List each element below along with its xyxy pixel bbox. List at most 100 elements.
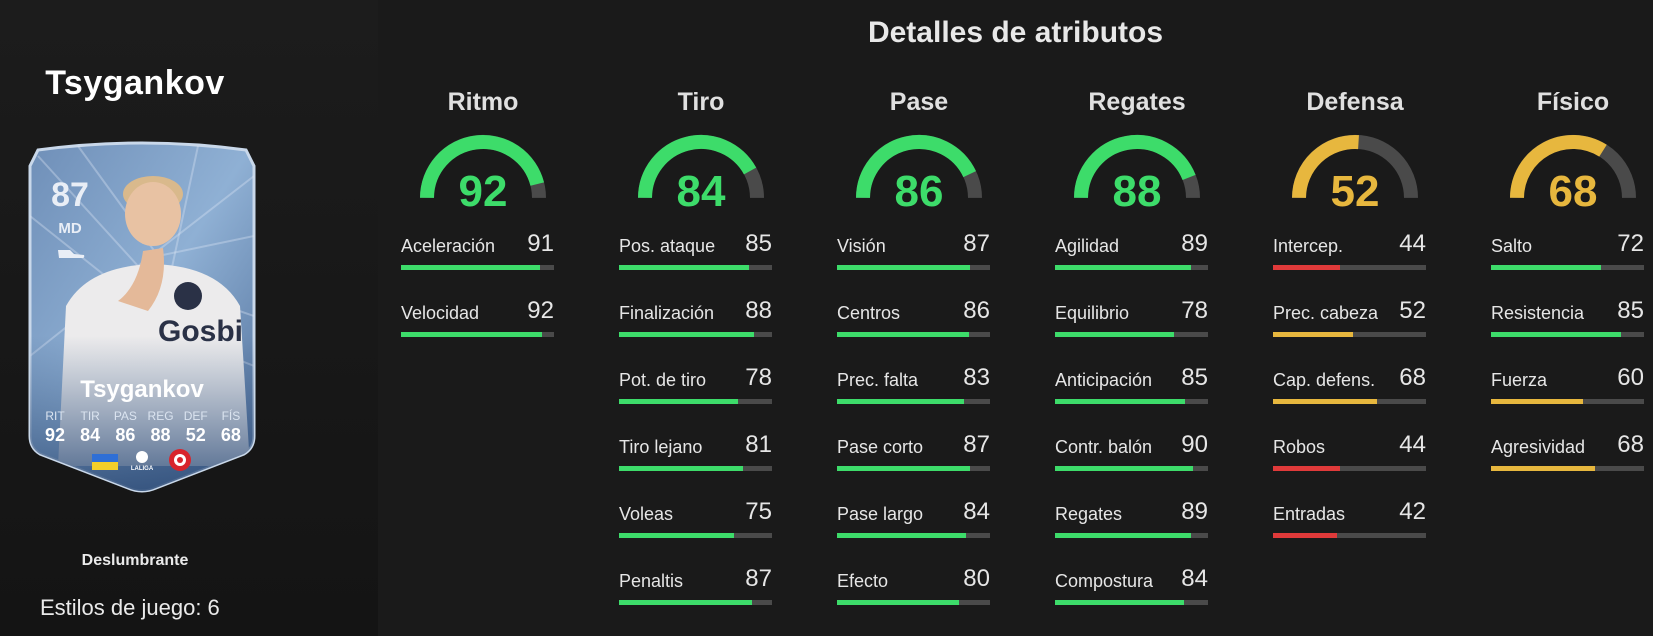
gauge-fill: [1510, 135, 1607, 199]
attribute-bar-track: [837, 466, 990, 471]
club-crest-icon: [169, 449, 191, 471]
gauge-fill: [1292, 135, 1359, 199]
ukraine-flag-icon: [92, 454, 118, 470]
attribute-bar-fill: [619, 399, 739, 404]
attribute-bar-fill: [837, 466, 971, 471]
attribute-value: 85: [1617, 297, 1644, 324]
attribute-bar-track: [837, 600, 990, 605]
attribute-name: Tiro lejano: [619, 437, 703, 457]
attribute-bar-fill: [837, 533, 966, 538]
attribute-row: Agilidad 89: [1055, 228, 1208, 274]
attribute-bar-track: [619, 399, 772, 404]
attribute-bar-fill: [837, 600, 960, 605]
card-stat-value: 88: [150, 425, 171, 445]
attribute-bar-fill: [837, 399, 964, 404]
card-stats: RIT 92 TIR 84 PAS 86 REG 88 DEF 52 FÍS 68: [38, 409, 248, 446]
attribute-name: Robos: [1273, 437, 1326, 457]
attribute-bar-track: [401, 332, 554, 337]
attribute-bar-fill: [619, 600, 753, 605]
attribute-name: Prec. falta: [837, 370, 919, 390]
category-title: Ritmo: [447, 88, 519, 116]
attribute-name: Anticipación: [1055, 370, 1153, 390]
attribute-column-físico: Físico 68 Salto 72 Resistencia 85 Fuerza 60 Agre…: [1478, 80, 1653, 636]
attribute-name: Efecto: [837, 571, 889, 591]
attribute-value: 68: [1399, 364, 1426, 391]
card-stat-label: PAS: [113, 409, 137, 423]
attribute-value: 87: [745, 565, 772, 592]
attribute-row: Compostura 84: [1055, 563, 1208, 609]
attribute-row: Prec. falta 83: [837, 362, 990, 408]
attribute-value: 83: [963, 364, 990, 391]
card-stat: RIT 92: [38, 409, 72, 446]
category-title: Regates: [1088, 88, 1186, 116]
attribute-value: 80: [963, 565, 990, 592]
category-title: Físico: [1536, 88, 1610, 116]
attribute-bar-track: [837, 399, 990, 404]
attribute-name: Compostura: [1055, 571, 1154, 591]
attribute-row: Finalización 88: [619, 295, 772, 341]
attribute-name: Contr. balón: [1055, 437, 1153, 457]
attribute-bar-track: [619, 265, 772, 270]
attribute-bar-fill: [1491, 332, 1622, 337]
attribute-bar-fill: [1273, 399, 1378, 404]
attribute-name: Prec. cabeza: [1273, 303, 1379, 323]
attribute-value: 85: [745, 230, 772, 257]
attribute-bar-fill: [619, 265, 750, 270]
attribute-row: Prec. cabeza 52: [1273, 295, 1426, 341]
attribute-bar-track: [619, 332, 772, 337]
attribute-value: 84: [1181, 565, 1208, 592]
attribute-value: 68: [1617, 431, 1644, 458]
card-stat-value: 68: [220, 425, 241, 445]
attribute-value: 60: [1617, 364, 1644, 391]
category-value: 92: [459, 167, 508, 208]
attribute-bar-fill: [1273, 332, 1353, 337]
attribute-bar-track: [1491, 466, 1644, 471]
card-stat: FÍS 68: [214, 409, 248, 446]
card-stat: PAS 86: [108, 409, 142, 446]
attributes-panel: [378, 0, 1653, 636]
card-stat-label: TIR: [80, 409, 100, 423]
attribute-row: Salto 72: [1491, 228, 1644, 274]
attribute-value: 86: [963, 297, 990, 324]
attribute-name: Pot. de tiro: [619, 370, 707, 390]
attribute-bar-fill: [1055, 265, 1192, 270]
gauge-fill: [1074, 135, 1196, 199]
attribute-value: 84: [963, 498, 990, 525]
attribute-bar-fill: [1273, 265, 1341, 270]
category-value: 86: [895, 167, 944, 208]
gauge-fill: [420, 135, 545, 199]
card-stat-label: DEF: [183, 409, 208, 423]
attribute-value: 75: [745, 498, 772, 525]
attribute-row: Fuerza 60: [1491, 362, 1644, 408]
attribute-row: Velocidad 92: [401, 295, 554, 341]
category-gauge: 86: [856, 134, 982, 208]
attribute-name: Penaltis: [619, 571, 684, 591]
card-position: MD: [58, 220, 82, 237]
category-title: Pase: [889, 88, 949, 116]
attribute-value: 89: [1181, 498, 1208, 525]
attribute-bar-track: [1491, 265, 1644, 270]
card-stat-label: FÍS: [221, 409, 241, 423]
attribute-value: 85: [1181, 364, 1208, 391]
attribute-name: Pos. ataque: [619, 236, 716, 256]
attribute-bar-fill: [401, 332, 542, 337]
attribute-value: 44: [1399, 230, 1426, 257]
card-background: Gosbi: [28, 141, 256, 493]
attribute-bar-track: [837, 533, 990, 538]
attribute-value: 91: [527, 230, 554, 257]
attribute-bar-fill: [1491, 265, 1602, 270]
playstyles-count: Estilos de juego: 6: [40, 595, 220, 620]
attribute-row: Visión 87: [837, 228, 990, 274]
attribute-value: 90: [1181, 431, 1208, 458]
attribute-value: 72: [1617, 230, 1644, 257]
category-title: Defensa: [1306, 88, 1404, 116]
attribute-bar-track: [619, 466, 772, 471]
attribute-bar-fill: [1055, 399, 1186, 404]
player-card: Gosbi 87 MD Tsygankov RIT 92 TIR 84 PAS 86 REG…: [18, 136, 266, 496]
attribute-bar-track: [619, 600, 772, 605]
category-gauge: 88: [1074, 134, 1200, 208]
category-title: Tiro: [677, 88, 725, 116]
attribute-bar-track: [1491, 332, 1644, 337]
attribute-name: Cap. defens.: [1273, 370, 1376, 390]
category-gauge: 92: [420, 134, 546, 208]
